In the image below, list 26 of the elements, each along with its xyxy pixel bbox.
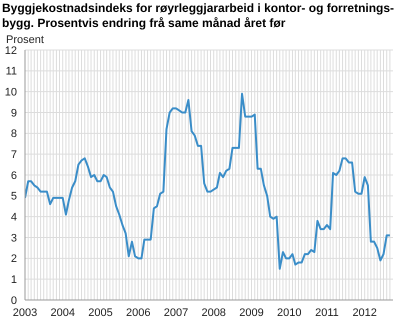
x-tick-label: 2005 (88, 306, 113, 319)
x-tick-label: 2008 (201, 306, 226, 319)
x-tick-label: 2010 (277, 306, 302, 319)
y-tick-label: 0 (10, 294, 17, 307)
y-tick-label: 12 (4, 44, 17, 57)
line-series (25, 92, 391, 270)
x-tick-label: 2004 (50, 306, 75, 319)
x-tick-label: 2007 (164, 306, 188, 319)
y-tick-label: 1 (10, 274, 17, 286)
x-tick-label: 2009 (239, 306, 264, 319)
y-tick-label: 9 (10, 107, 17, 120)
y-tick-label: 5 (10, 190, 17, 203)
x-tick-label: 2006 (126, 306, 151, 319)
y-tick-label: 8 (10, 128, 17, 140)
y-tick-label: 11 (6, 66, 17, 78)
y-tick-label: 4 (10, 212, 17, 224)
chart-title: Byggjekostnadsindeks for røyrleggjararbeid i kontor- og forretnings- bygg. Prosentvis endring frå same månad året før (2, 1, 394, 31)
y-tick-label: 10 (4, 86, 17, 99)
x-tick-label: 2012 (352, 306, 377, 319)
y-axis-title: Prosent (6, 34, 44, 46)
x-tick-label: 2003 (12, 306, 38, 319)
x-tick-label: 2011 (315, 306, 339, 319)
y-tick-label: 7 (10, 149, 17, 162)
y-tick-label: 3 (10, 232, 17, 244)
y-tick-label: 6 (10, 170, 17, 182)
y-tick-label: 2 (10, 253, 17, 266)
